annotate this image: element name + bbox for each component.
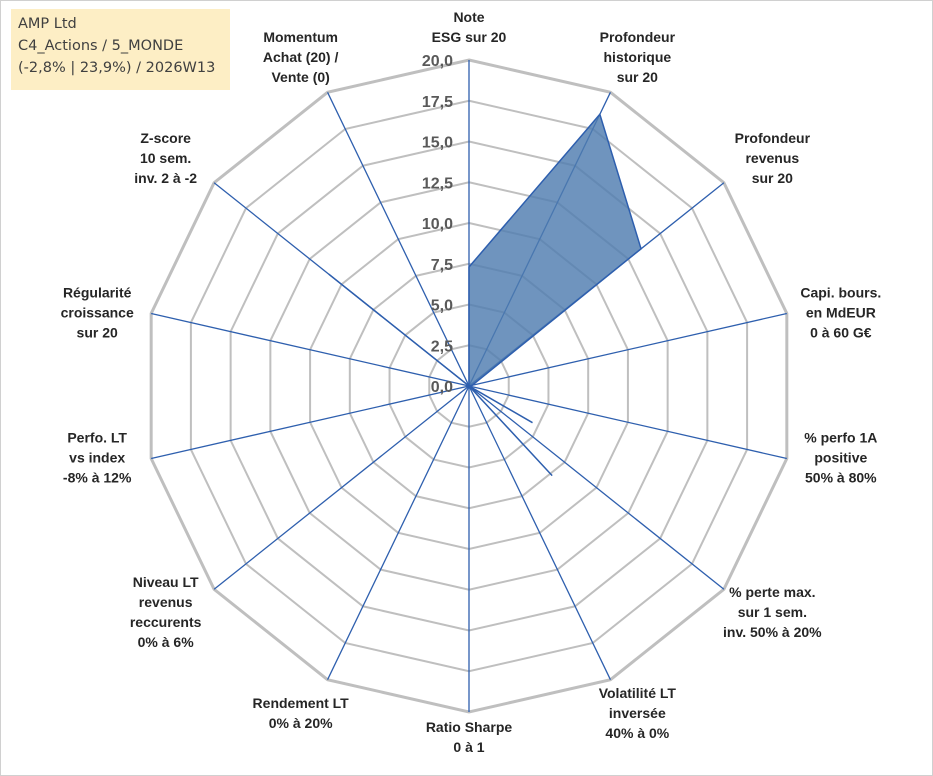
- spoke-line: [468, 312, 787, 387]
- info-box: AMP Ltd C4_Actions / 5_MONDE (-2,8% | 23…: [11, 9, 230, 90]
- tick-label: 15,0: [422, 135, 453, 152]
- axis-label: Momentum Achat (20) / Vente (0): [263, 29, 339, 85]
- series-area: [328, 112, 642, 477]
- range-and-week: (-2,8% | 23,9%) / 2026W13: [18, 60, 216, 76]
- spoke-line: [213, 385, 470, 590]
- spoke-line: [468, 385, 612, 680]
- spoke-line: [151, 385, 470, 460]
- axis-label: Volatilité LT inversée 40% à 0%: [599, 685, 677, 741]
- spoke-line: [468, 385, 725, 590]
- tick-label: 0,0: [431, 379, 453, 396]
- category: C4_Actions / 5_MONDE: [18, 38, 184, 54]
- axis-label: % perte max. sur 1 sem. inv. 50% à 20%: [723, 584, 822, 640]
- tick-label: 2,5: [431, 338, 453, 355]
- spoke-line: [151, 312, 470, 387]
- company-name: AMP Ltd: [18, 16, 77, 32]
- axis-label: Niveau LT revenus reccurents 0% à 6%: [130, 574, 202, 650]
- axis-label: % perfo 1A positive 50% à 80%: [804, 430, 877, 486]
- radar-ticks: 20,0 17,5 15,0 12,5 10,0 7,5 5,0 2,5 0,0: [422, 53, 453, 396]
- axis-label: Profondeur historique sur 20: [600, 29, 676, 85]
- axis-label: Régularité croissance sur 20: [61, 284, 134, 340]
- radar-data: [328, 112, 642, 477]
- axis-label: Note ESG sur 20: [432, 9, 507, 45]
- tick-label: 12,5: [422, 175, 453, 192]
- tick-label: 5,0: [431, 298, 453, 315]
- axis-label: Perfo. LT vs index -8% à 12%: [63, 430, 132, 486]
- tick-label: 17,5: [422, 94, 453, 111]
- axis-label: Capi. bours. en MdEUR 0 à 60 G€: [800, 284, 881, 340]
- axis-label: Ratio Sharpe 0 à 1: [426, 719, 513, 755]
- radar-axis-labels: Note ESG sur 20 Profondeur historique sur 20…: [61, 9, 882, 755]
- axis-label: Rendement LT 0% à 20%: [253, 695, 350, 731]
- spoke-line: [326, 385, 470, 680]
- axis-label: Profondeur revenus sur 20: [735, 130, 811, 186]
- spoke-line: [468, 385, 787, 460]
- tick-label: 7,5: [431, 257, 453, 274]
- tick-label: 10,0: [422, 216, 453, 233]
- axis-label: Z-score 10 sem. inv. 2 à -2: [134, 130, 197, 186]
- spoke-line: [326, 92, 470, 387]
- tick-label: 20,0: [422, 53, 453, 70]
